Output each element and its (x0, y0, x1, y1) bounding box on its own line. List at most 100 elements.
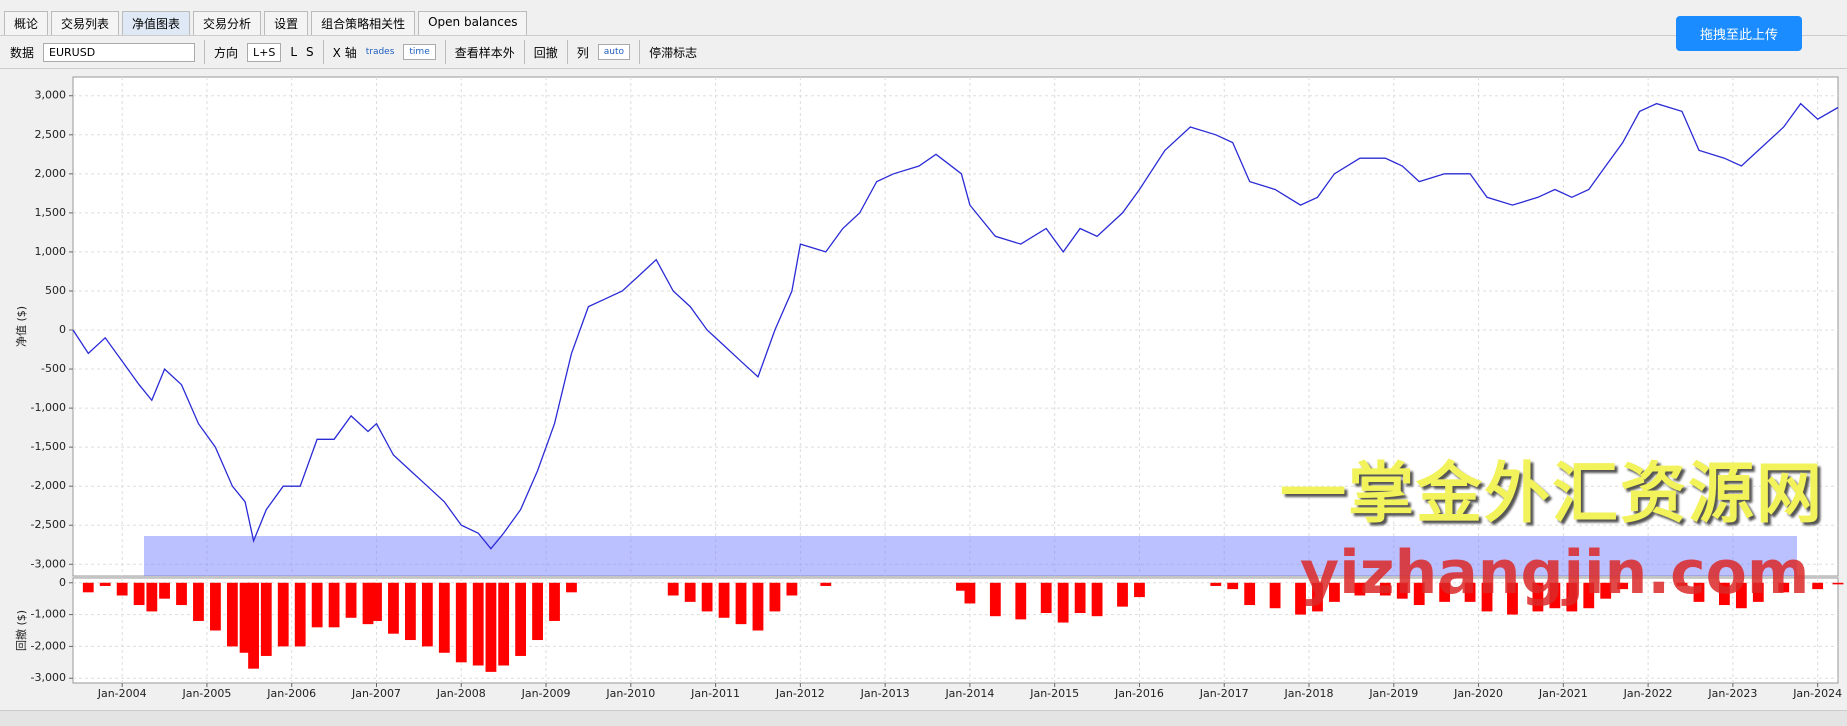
drawdown-bar (1464, 582, 1476, 602)
tab[interactable]: 设置 (264, 11, 309, 36)
x-tick-label: Jan-2023 (1707, 687, 1757, 700)
x-tick-label: Jan-2011 (690, 687, 740, 700)
tab[interactable]: 交易列表 (51, 11, 120, 36)
y-tick-label: -2,000 (31, 639, 66, 652)
drawdown-bar (1439, 582, 1451, 602)
y-tick-label: -3,000 (31, 557, 66, 570)
drawdown-bar (438, 582, 450, 653)
drawdown-bar (735, 582, 747, 625)
watermark: 一掌金外汇资源网 (1280, 455, 1824, 532)
separator (322, 40, 324, 64)
toggle[interactable]: 停滞标志 (649, 45, 698, 60)
drawdown-bar (226, 582, 238, 647)
separator (444, 40, 446, 64)
x-tick-label: Jan-2005 (181, 687, 231, 700)
drawdown-bar (1549, 582, 1561, 609)
label: 数据 (10, 45, 35, 60)
drawdown-bar (1295, 582, 1306, 615)
upload-button[interactable]: 拖拽至此上传 (1676, 16, 1802, 51)
drawdown-bar (1532, 582, 1544, 612)
drawdown-bar (362, 582, 374, 625)
label: 方向 (214, 45, 239, 60)
drawdown-bar (1481, 582, 1493, 612)
tab[interactable]: Open balances (418, 11, 528, 36)
drawdown-bar (371, 582, 382, 621)
drawdown-bar (1117, 582, 1128, 607)
symbol-select[interactable]: EURUSD (43, 42, 196, 62)
drawdown-bar (532, 582, 543, 641)
direction-button[interactable]: S (306, 45, 314, 59)
separator (566, 40, 568, 64)
x-tick-label: Jan-2016 (1114, 687, 1164, 700)
drawdown-bar (455, 582, 467, 663)
x-tick-label: Jan-2013 (860, 687, 910, 700)
drawdown-bar (311, 582, 323, 628)
drawdown-bar (82, 582, 94, 593)
x-tick-label: Jan-2007 (351, 687, 401, 700)
separator (204, 40, 206, 64)
drawdown-bar (193, 582, 204, 621)
drawdown-bar (260, 582, 272, 656)
x-tick-label: Jan-2021 (1538, 687, 1588, 700)
y-tick-label: -500 (41, 362, 66, 375)
drawdown-bar (1057, 582, 1069, 623)
drawdown-bar (1718, 582, 1730, 606)
drawdown-bar (667, 582, 679, 596)
drawdown-bar (964, 582, 976, 604)
drawdown-bar (1832, 582, 1844, 585)
drawdown-bar (1693, 582, 1705, 602)
drawdown-bar (485, 582, 497, 672)
y-axis-title: 回撤 ($) (14, 610, 28, 651)
y-tick-label: 1,000 (35, 245, 67, 258)
toggle[interactable]: 查看样本外 (454, 45, 515, 60)
y-tick-label: 3,000 (35, 89, 67, 102)
drawdown-bar (1091, 582, 1103, 617)
y-tick-label: -1,000 (31, 401, 66, 414)
drawdown-bar (1379, 582, 1391, 596)
separator (639, 40, 641, 64)
tab[interactable]: 净值图表 (122, 11, 191, 36)
y-tick-label: 2,500 (35, 128, 67, 141)
y-tick-label: -1,500 (31, 440, 66, 453)
drawdown-bar (239, 582, 251, 653)
drawdown-bar (1735, 582, 1747, 609)
drawdown-bar (1507, 582, 1518, 615)
tab[interactable]: 概论 (4, 11, 49, 36)
drawdown-bar (1752, 582, 1764, 602)
drawdown-bar (1074, 582, 1086, 613)
columns-select[interactable]: auto (597, 44, 631, 60)
tab[interactable]: 交易分析 (193, 11, 262, 36)
plot-frame (72, 76, 1839, 577)
y-tick-label: 500 (45, 284, 66, 297)
drawdown-bar (752, 582, 764, 631)
y-tick-label: -2,500 (31, 518, 66, 531)
separator (523, 40, 525, 64)
drawdown-bar (1676, 582, 1688, 586)
x-axis-button[interactable]: trades (365, 47, 395, 57)
drawdown-bar (718, 582, 730, 618)
x-tick-label: Jan-2008 (436, 687, 486, 700)
drawdown-bar (1210, 582, 1222, 586)
y-tick-label: -1,000 (31, 608, 66, 621)
direction-button[interactable]: L (290, 45, 298, 59)
tab[interactable]: 组合策略相关性 (311, 11, 416, 36)
drawdown-bar (1269, 582, 1281, 609)
y-tick-label: 2,000 (35, 167, 67, 180)
drawdown-bar (1778, 582, 1790, 593)
x-tick-label: Jan-2024 (1792, 687, 1842, 700)
x-tick-label: Jan-2004 (97, 687, 147, 700)
drawdown-bar (277, 582, 289, 647)
drawdown-bar (116, 582, 128, 596)
drawdown-bar (99, 582, 111, 586)
direction-button[interactable]: L+S (247, 42, 282, 62)
drawdown-bar (1600, 582, 1612, 599)
drawdown-bar (820, 582, 832, 586)
x-tick-label: Jan-2012 (775, 687, 825, 700)
drawdown-bar (1015, 582, 1027, 620)
x-axis-button[interactable]: time (403, 44, 436, 60)
drawdown-bar (1227, 582, 1239, 590)
drawdown-bar (421, 582, 433, 647)
drawdown-bar (989, 582, 1001, 617)
